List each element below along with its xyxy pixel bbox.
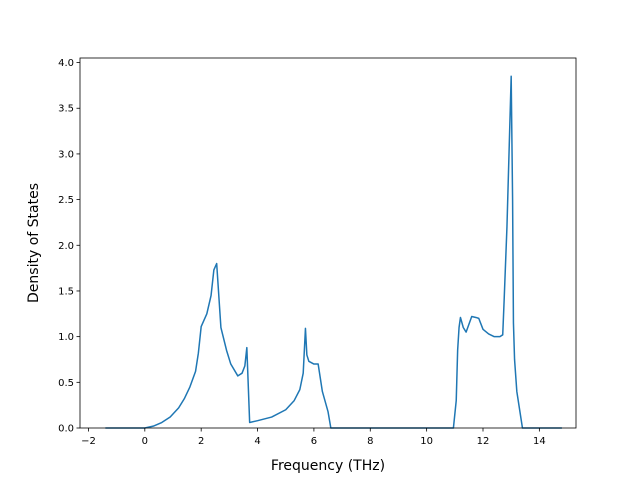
x-tick-label: 4 bbox=[254, 436, 260, 447]
y-ticks: 0.0 0.5 1.0 1.5 2.0 2.5 3.0 3.5 4.0 bbox=[58, 58, 80, 435]
y-axis-label: Density of States bbox=[26, 183, 42, 303]
y-tick-label: 1.0 bbox=[58, 332, 74, 343]
y-tick-label: 3.0 bbox=[58, 149, 74, 160]
x-axis-label: Frequency (THz) bbox=[271, 458, 385, 474]
y-tick-label: 2.5 bbox=[58, 195, 74, 206]
x-tick-label: 14 bbox=[533, 436, 546, 447]
x-tick-label: −2 bbox=[81, 436, 96, 447]
y-tick-label: 3.5 bbox=[58, 104, 74, 115]
x-tick-label: 12 bbox=[477, 436, 490, 447]
dos-series-line-0 bbox=[105, 75, 562, 429]
x-tick-label: 6 bbox=[311, 436, 317, 447]
x-ticks: −2 0 2 4 6 8 10 12 14 bbox=[81, 428, 546, 447]
x-tick-label: 0 bbox=[142, 436, 148, 447]
y-tick-label: 2.0 bbox=[58, 241, 74, 252]
x-tick-label: 2 bbox=[198, 436, 204, 447]
y-tick-label: 4.0 bbox=[58, 58, 74, 69]
x-tick-label: 8 bbox=[367, 436, 373, 447]
y-tick-label: 0.5 bbox=[58, 378, 74, 389]
y-tick-label: 1.5 bbox=[58, 286, 74, 297]
plot-area bbox=[105, 75, 562, 429]
y-tick-label: 0.0 bbox=[58, 424, 74, 435]
axes-frame bbox=[79, 57, 577, 429]
x-tick-label: 10 bbox=[420, 436, 433, 447]
